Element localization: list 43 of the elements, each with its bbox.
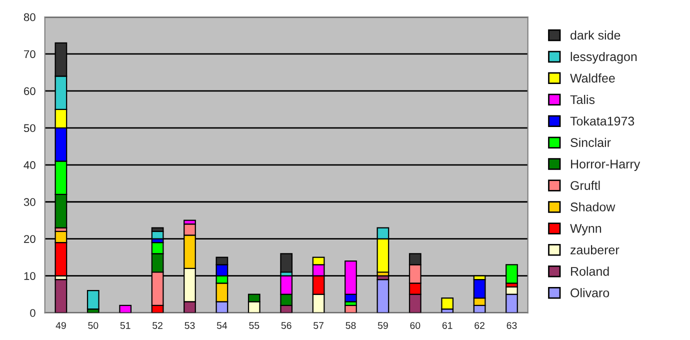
y-tick-label: 0 [30, 309, 36, 317]
legend-label: lessydragon [570, 52, 637, 64]
bar [376, 278, 390, 313]
bar [86, 290, 100, 310]
legend-label: Horror-Harry [571, 160, 640, 171]
legend-label: dark side [570, 30, 620, 40]
x-tick-label: 62 [474, 322, 484, 329]
legend-label: zauberer [570, 245, 620, 254]
legend-label: Sinclair [570, 138, 611, 148]
x-tick-label: 54 [216, 322, 228, 329]
y-tick-label: 70 [24, 50, 36, 58]
legend-label: Olivaro [570, 288, 610, 298]
legend-label: Gruftl [570, 180, 600, 190]
x-tick-label: 63 [506, 322, 517, 329]
legend-label: Wynn [570, 224, 602, 236]
bar [54, 278, 68, 313]
x-tick-label: 58 [346, 322, 356, 329]
y-tick-label: 20 [24, 235, 36, 243]
legend-label: Roland [571, 266, 609, 276]
y-tick-label: 50 [24, 124, 36, 132]
y-tick-label: 80 [24, 13, 36, 22]
x-tick-label: 59 [378, 322, 388, 329]
bar [119, 304, 132, 313]
legend-label: Tokata1973 [570, 116, 634, 126]
x-tick-label: 55 [249, 322, 260, 329]
x-tick-label: 60 [410, 322, 420, 329]
bar [441, 297, 454, 310]
y-tick-label: 30 [24, 198, 36, 206]
x-tick-label: 51 [120, 322, 130, 329]
x-tick-label: 52 [152, 322, 162, 329]
x-tick-label: 56 [281, 322, 292, 329]
x-tick-label: 50 [88, 322, 98, 329]
legend-label: Talis [570, 94, 595, 104]
x-tick-label: 61 [442, 322, 452, 329]
legend-label: Shadow [570, 202, 616, 212]
y-tick-label: 10 [24, 272, 36, 280]
legend-label: Waldfee [570, 73, 615, 83]
y-tick-label: 60 [24, 87, 36, 96]
x-tick-label: 53 [184, 322, 195, 329]
y-tick-label: 40 [24, 161, 36, 170]
x-tick-label: 57 [314, 322, 324, 329]
x-tick-label: 49 [56, 322, 66, 329]
bar [280, 253, 293, 273]
